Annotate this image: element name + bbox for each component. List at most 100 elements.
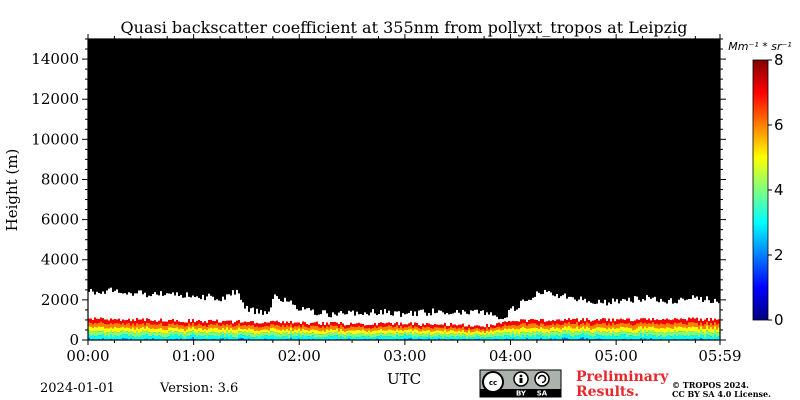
no-signal-column (140, 290, 142, 320)
no-signal-column (184, 297, 186, 323)
backscatter-cell (114, 319, 116, 324)
backscatter-cell (374, 341, 376, 342)
backscatter-cell (146, 330, 148, 335)
backscatter-cell (316, 341, 318, 342)
backscatter-cell (374, 323, 376, 327)
backscatter-cell (614, 321, 616, 325)
backscatter-cell (364, 333, 366, 337)
backscatter-cell (466, 341, 468, 342)
backscatter-cell (472, 329, 474, 332)
footer-date: 2024-01-01 (40, 381, 115, 396)
backscatter-cell (412, 327, 414, 331)
no-signal-column (678, 299, 680, 320)
backscatter-cell (312, 329, 314, 333)
backscatter-cell (608, 335, 610, 340)
backscatter-cell (196, 333, 198, 338)
backscatter-cell (286, 325, 288, 329)
backscatter-cell (456, 325, 458, 329)
no-signal-column (494, 315, 496, 326)
no-signal-column (120, 293, 122, 322)
no-signal-column (608, 302, 610, 319)
backscatter-cell (578, 335, 580, 340)
backscatter-cell (270, 324, 272, 328)
backscatter-cell (386, 326, 388, 331)
backscatter-cell (632, 336, 634, 340)
backscatter-cell (200, 321, 202, 325)
backscatter-cell (590, 336, 592, 340)
backscatter-cell (686, 324, 688, 329)
backscatter-cell (252, 337, 254, 340)
x-tick-label: 04:00 (489, 347, 532, 365)
no-signal-column (550, 292, 552, 322)
backscatter-cell (566, 331, 568, 335)
backscatter-cell (118, 332, 120, 337)
backscatter-cell (352, 337, 354, 340)
backscatter-cell (352, 330, 354, 334)
backscatter-cell (360, 326, 362, 331)
colorbar-unit-label: Mm⁻¹ * sr⁻¹ (728, 40, 791, 53)
backscatter-cell (296, 322, 298, 327)
backscatter-cell (626, 332, 628, 338)
backscatter-cell (706, 330, 708, 335)
no-signal-column (304, 309, 306, 323)
backscatter-cell (428, 326, 430, 330)
backscatter-cell (584, 335, 586, 340)
backscatter-cell (282, 321, 284, 326)
backscatter-cell (234, 329, 236, 334)
backscatter-cell (426, 326, 428, 331)
backscatter-cell (692, 335, 694, 340)
backscatter-cell (718, 319, 720, 324)
backscatter-cell (270, 327, 272, 332)
backscatter-cell (216, 335, 218, 340)
backscatter-cell (408, 329, 410, 333)
backscatter-cell (402, 330, 404, 334)
backscatter-cell (684, 319, 686, 324)
backscatter-cell (540, 318, 542, 324)
no-signal-column (336, 315, 338, 323)
backscatter-cell (630, 331, 632, 336)
backscatter-cell (712, 337, 714, 340)
backscatter-cell (604, 323, 606, 328)
backscatter-cell (274, 328, 276, 333)
backscatter-cell (646, 323, 648, 329)
backscatter-cell (180, 338, 182, 340)
backscatter-cell (572, 342, 574, 343)
backscatter-cell (272, 327, 274, 332)
backscatter-cell (276, 320, 278, 325)
backscatter-cell (460, 337, 462, 340)
backscatter-cell (606, 325, 608, 330)
backscatter-cell (238, 327, 240, 332)
no-signal-column (544, 289, 546, 322)
backscatter-cell (340, 322, 342, 326)
no-signal-column (368, 315, 370, 326)
backscatter-cell (130, 335, 132, 339)
backscatter-cell (164, 341, 166, 342)
backscatter-cell (354, 323, 356, 327)
no-signal-column (480, 310, 482, 327)
backscatter-cell (496, 329, 498, 333)
no-signal-column (446, 312, 448, 326)
backscatter-cell (648, 326, 650, 331)
backscatter-cell (674, 318, 676, 323)
backscatter-cell (300, 341, 302, 342)
backscatter-cell (524, 332, 526, 338)
backscatter-cell (118, 327, 120, 333)
backscatter-cell (124, 320, 126, 325)
backscatter-cell (332, 341, 334, 342)
backscatter-cell (414, 322, 416, 327)
backscatter-cell (180, 322, 182, 326)
backscatter-cell (226, 330, 228, 335)
backscatter-cell (450, 333, 452, 337)
backscatter-cell (388, 336, 390, 340)
backscatter-cell (694, 322, 696, 328)
backscatter-cell (592, 325, 594, 329)
backscatter-cell (644, 322, 646, 327)
backscatter-cell (382, 327, 384, 331)
backscatter-cell (654, 320, 656, 324)
backscatter-cell (320, 341, 322, 342)
backscatter-cell (592, 337, 594, 340)
backscatter-cell (618, 336, 620, 340)
backscatter-cell (108, 332, 110, 338)
backscatter-cell (378, 322, 380, 327)
backscatter-cell (428, 323, 430, 327)
